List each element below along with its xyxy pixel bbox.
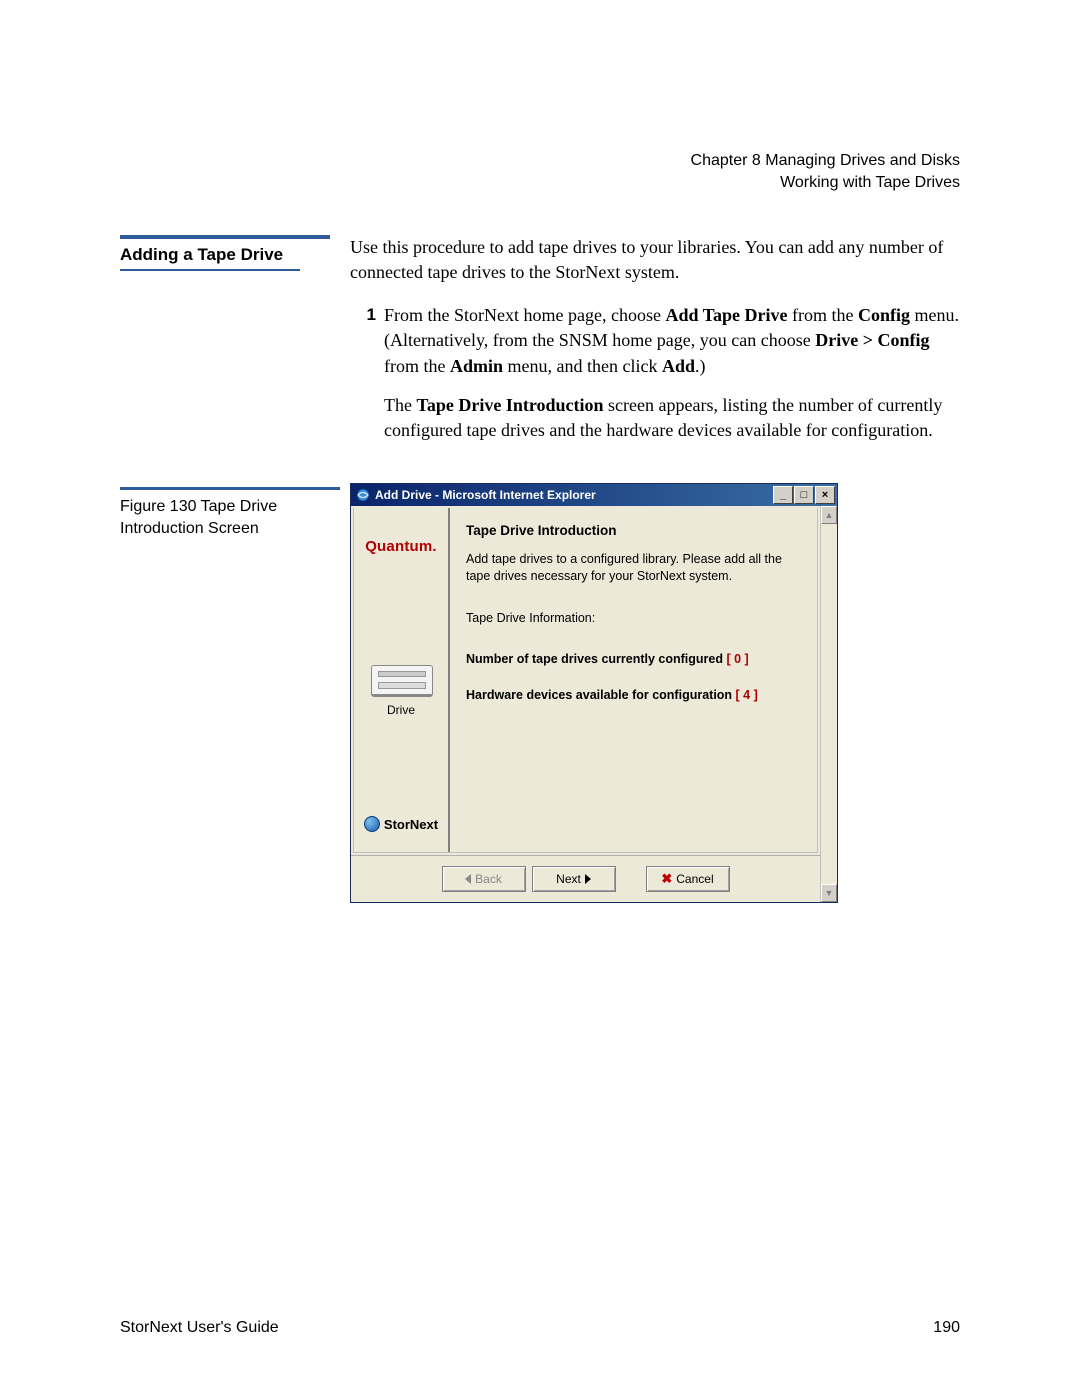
next-button[interactable]: Next (532, 866, 616, 892)
dialog-paragraph: Add tape drives to a configured library.… (466, 551, 801, 586)
figure-right: Add Drive - Microsoft Internet Explorer … (350, 483, 960, 903)
metric1-label: Number of tape drives currently configur… (466, 652, 723, 666)
maximize-icon: □ (801, 490, 808, 501)
t: Add Tape Drive (665, 305, 787, 325)
x-icon: ✖ (661, 871, 672, 887)
section-left: Adding a Tape Drive (120, 235, 350, 281)
close-icon: × (822, 490, 828, 501)
step-note: The Tape Drive Introduction screen appea… (384, 393, 960, 443)
ie-main: Quantum. Drive (353, 508, 818, 853)
figure-caption: Figure 130 Tape Drive Introduction Scree… (120, 496, 330, 541)
dialog-body: Tape Drive Introduction Add tape drives … (450, 508, 817, 852)
minimize-icon: _ (780, 490, 786, 501)
arrow-right-icon (585, 874, 591, 884)
t: .) (695, 356, 706, 376)
minimize-button[interactable]: _ (773, 486, 793, 504)
product-name: StorNext (384, 817, 438, 832)
metric2-label: Hardware devices available for configura… (466, 688, 732, 702)
ie-client: Quantum. Drive (351, 506, 837, 902)
figure-row: Figure 130 Tape Drive Introduction Scree… (120, 483, 960, 903)
back-button[interactable]: Back (442, 866, 526, 892)
ie-content: Quantum. Drive (351, 506, 820, 902)
t: menu, and then click (503, 356, 662, 376)
footer-left: StorNext User's Guide (120, 1319, 279, 1337)
drive-label: Drive (371, 703, 431, 717)
t: Drive > Config (815, 330, 929, 350)
page: Chapter 8 Managing Drives and Disks Work… (0, 0, 1080, 1397)
figure-left: Figure 130 Tape Drive Introduction Scree… (120, 483, 350, 541)
section-body: Use this procedure to add tape drives to… (350, 235, 960, 443)
metric1-value: [ 0 ] (726, 652, 748, 666)
ie-titlebar[interactable]: Add Drive - Microsoft Internet Explorer … (351, 484, 837, 506)
chapter-line: Chapter 8 Managing Drives and Disks (120, 150, 960, 172)
dialog-heading: Tape Drive Introduction (466, 522, 801, 541)
t: from the (787, 305, 857, 325)
chapter-subline: Working with Tape Drives (120, 172, 960, 194)
intro-text: Use this procedure to add tape drives to… (350, 235, 960, 285)
ie-window: Add Drive - Microsoft Internet Explorer … (350, 483, 838, 903)
scrollbar[interactable]: ▲ ▼ (820, 506, 837, 902)
back-label: Back (475, 872, 502, 886)
window-controls: _ □ × (773, 486, 835, 504)
metric2-value: [ 4 ] (736, 688, 758, 702)
step-1: 1 From the StorNext home page, choose Ad… (350, 303, 960, 379)
chapter-header: Chapter 8 Managing Drives and Disks Work… (120, 150, 960, 195)
step-list: 1 From the StorNext home page, choose Ad… (350, 303, 960, 443)
window-title: Add Drive - Microsoft Internet Explorer (375, 488, 773, 502)
maximize-button[interactable]: □ (794, 486, 814, 504)
footer-right: 190 (933, 1319, 960, 1337)
t: Admin (450, 356, 503, 376)
t: Config (858, 305, 910, 325)
scroll-up-button[interactable]: ▲ (821, 506, 837, 524)
step-number: 1 (350, 303, 384, 379)
next-label: Next (556, 872, 581, 886)
t: from the (384, 356, 450, 376)
drive-icon (371, 665, 433, 697)
sidebar: Quantum. Drive (354, 508, 450, 852)
metric-available: Hardware devices available for configura… (466, 687, 801, 705)
nav-buttons: Back Next (442, 866, 616, 892)
cancel-button[interactable]: ✖ Cancel (646, 866, 730, 892)
close-button[interactable]: × (815, 486, 835, 504)
ie-app-icon (355, 487, 371, 503)
drive-illustration: Drive (371, 665, 431, 717)
section-title: Adding a Tape Drive (120, 245, 330, 265)
rule-thick (120, 235, 330, 239)
t: Tape Drive Introduction (416, 395, 603, 415)
t: From the StorNext home page, choose (384, 305, 665, 325)
metric-configured: Number of tape drives currently configur… (466, 651, 801, 669)
rule-thin (120, 269, 300, 271)
info-label: Tape Drive Information: (466, 610, 801, 628)
figure-rule (120, 487, 340, 490)
step-body: From the StorNext home page, choose Add … (384, 303, 960, 379)
arrow-left-icon (465, 874, 471, 884)
scroll-down-button[interactable]: ▼ (821, 884, 837, 902)
globe-icon (364, 816, 380, 832)
page-footer: StorNext User's Guide 190 (120, 1319, 960, 1337)
section-row: Adding a Tape Drive Use this procedure t… (120, 235, 960, 443)
cancel-label: Cancel (676, 872, 713, 886)
dialog-footer: Back Next ✖ Cancel (351, 855, 820, 902)
t: The (384, 395, 416, 415)
t: Add (662, 356, 695, 376)
quantum-logo: Quantum. (365, 538, 437, 555)
stornext-brand: StorNext (364, 816, 438, 842)
